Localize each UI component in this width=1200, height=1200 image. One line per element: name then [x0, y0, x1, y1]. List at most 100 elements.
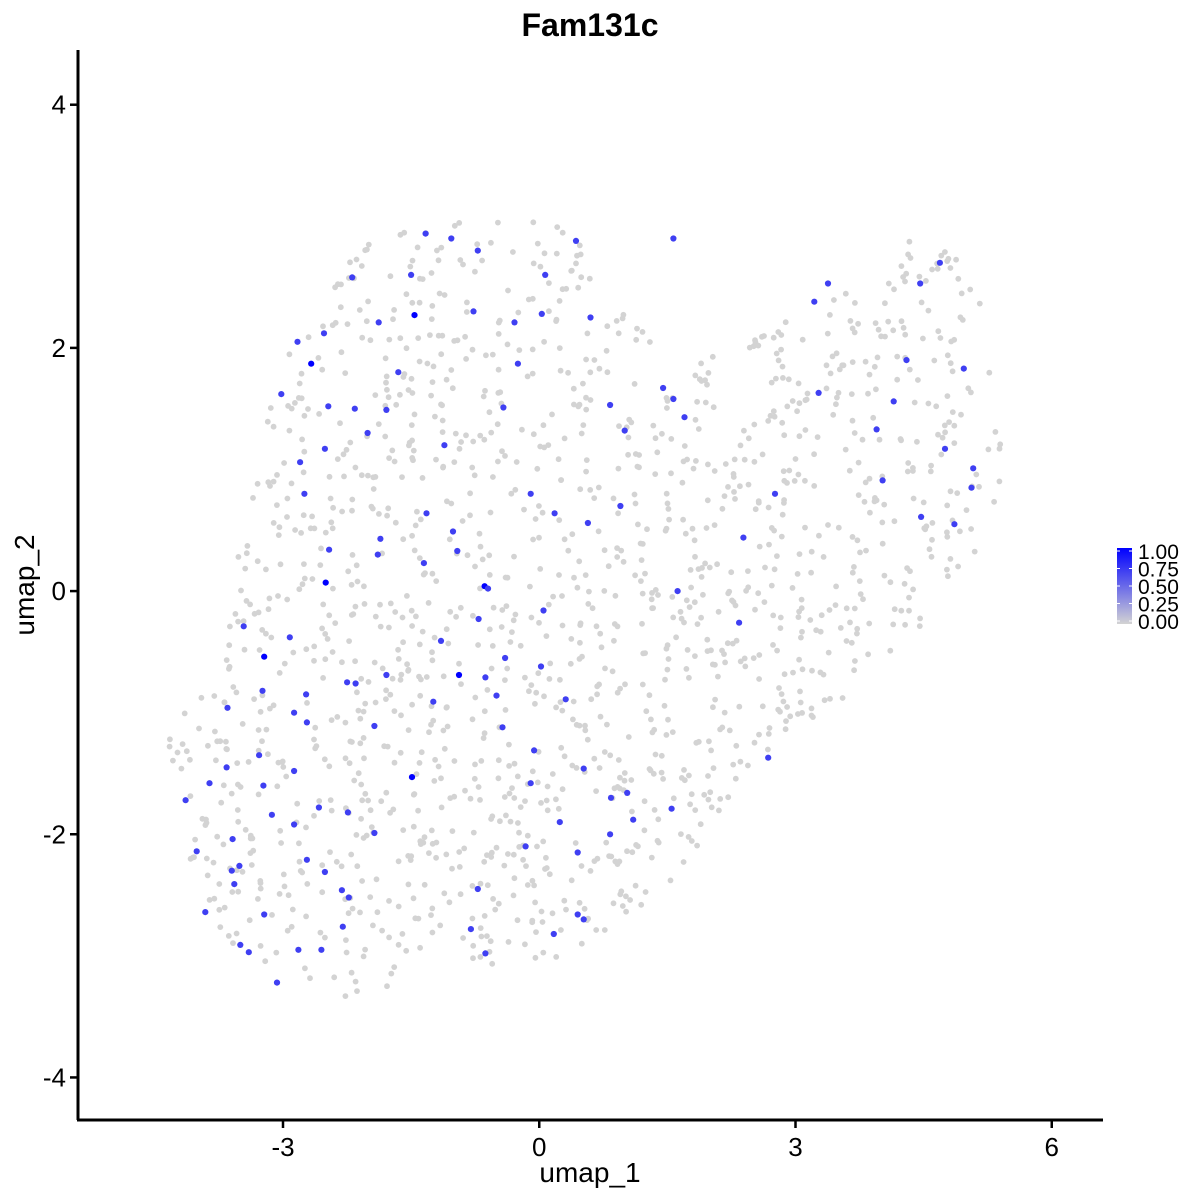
cell-point [327, 849, 333, 855]
cell-point [698, 614, 704, 621]
cell-point [404, 661, 410, 668]
expressing-cell-point [318, 946, 325, 953]
cell-point [741, 427, 747, 434]
cell-point [439, 332, 446, 339]
cell-point [813, 627, 820, 634]
cell-point [509, 785, 515, 791]
cell-point [205, 742, 211, 749]
cell-point [985, 446, 992, 453]
cell-point [515, 820, 521, 826]
cell-point [304, 881, 311, 887]
cell-point [614, 689, 621, 696]
cell-point [528, 682, 535, 688]
cell-point [945, 573, 951, 580]
cell-point [392, 519, 399, 526]
cell-point [383, 696, 389, 702]
cell-point [451, 758, 458, 764]
cell-point [235, 618, 242, 625]
cell-point [669, 594, 676, 600]
cell-point [809, 667, 815, 674]
cell-point [495, 757, 502, 764]
cell-point [283, 773, 290, 780]
cell-point [688, 838, 695, 844]
cell-point [405, 667, 411, 674]
expressing-cell-point [240, 623, 247, 630]
cell-point [781, 432, 788, 439]
cell-point [701, 791, 708, 798]
cell-point [405, 881, 412, 888]
cell-point [578, 430, 585, 437]
cell-point [581, 905, 588, 912]
cell-point [741, 456, 748, 463]
cell-point [470, 612, 476, 619]
cell-point [389, 675, 396, 682]
cell-point [377, 601, 383, 608]
cell-point [664, 642, 671, 649]
cell-point [387, 273, 394, 280]
cell-point [797, 688, 803, 695]
cell-point [694, 621, 701, 627]
cell-point [445, 640, 452, 647]
cell-point [816, 532, 822, 539]
cell-point [490, 896, 496, 902]
cell-point [673, 634, 679, 641]
cell-point [711, 522, 718, 528]
cell-point [502, 453, 508, 459]
cell-point [655, 592, 661, 598]
cell-point [332, 284, 338, 291]
cell-point [457, 891, 464, 898]
cell-point [309, 576, 316, 582]
cell-point [502, 707, 509, 713]
cell-point [349, 496, 356, 503]
cell-point [322, 631, 329, 637]
cell-point [832, 602, 839, 608]
cell-point [565, 547, 572, 554]
cell-point [220, 841, 227, 848]
expressing-cell-point [607, 831, 614, 838]
cell-point [477, 543, 484, 550]
cell-point [563, 906, 569, 913]
expressing-cell-point [771, 490, 779, 497]
cell-point [705, 773, 711, 779]
cell-point [641, 798, 648, 805]
cell-point [524, 373, 531, 380]
cell-point [553, 250, 560, 257]
cell-point [397, 749, 404, 756]
cell-point [768, 379, 775, 386]
cell-point [900, 324, 907, 331]
cell-point [580, 422, 587, 428]
cell-point [506, 790, 513, 797]
cell-point [326, 473, 333, 480]
expressing-cell-point [430, 698, 437, 705]
cell-point [458, 439, 464, 445]
cell-point [431, 634, 438, 641]
cell-point [481, 913, 488, 919]
cell-point [411, 411, 418, 418]
cell-point [540, 838, 547, 845]
expressing-cell-point [202, 909, 209, 916]
cell-point [777, 625, 784, 631]
cell-point [507, 639, 514, 645]
cell-point [247, 601, 254, 608]
cell-point [902, 621, 908, 628]
cell-point [591, 495, 598, 501]
cell-point [759, 451, 766, 458]
expressing-cell-point [540, 607, 547, 614]
cell-point [624, 848, 630, 855]
cell-point [633, 336, 640, 343]
cell-point [318, 545, 324, 552]
cell-point [385, 394, 392, 401]
cell-point [733, 637, 740, 644]
cell-point [275, 593, 281, 599]
cell-point [766, 541, 772, 548]
cell-point [351, 777, 358, 784]
expressed-points [182, 230, 977, 986]
cell-point [700, 591, 706, 598]
cell-point [586, 588, 592, 595]
cell-point [648, 596, 655, 603]
cell-point [906, 607, 912, 614]
cell-point [608, 853, 615, 860]
cell-point [373, 876, 380, 883]
cell-point [683, 666, 690, 672]
cell-point [719, 647, 725, 654]
